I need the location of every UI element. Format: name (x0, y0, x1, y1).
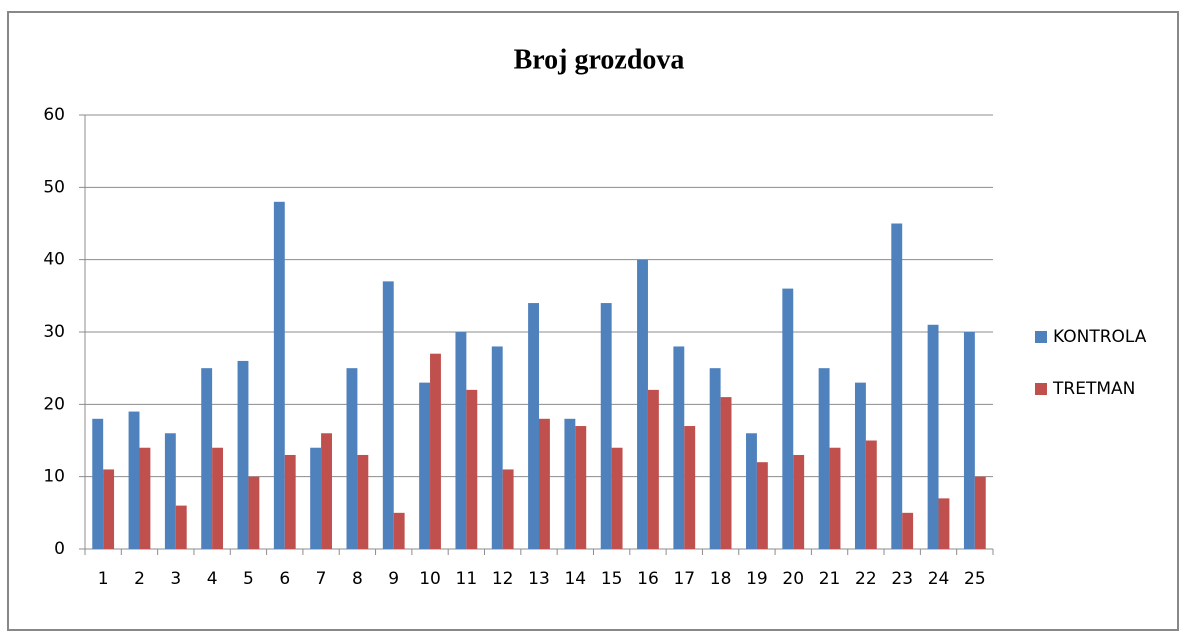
legend-swatch (1035, 331, 1047, 343)
bar (829, 447, 841, 549)
y-tick-label: 50 (43, 177, 65, 197)
bar (393, 512, 405, 549)
bar (575, 426, 587, 549)
bar (793, 454, 805, 549)
y-tick-label: 40 (43, 250, 65, 270)
x-tick-label: 1 (98, 569, 109, 589)
x-tick-label: 10 (419, 569, 441, 589)
x-tick-label: 25 (964, 569, 986, 589)
x-tick-label: 5 (243, 569, 254, 589)
y-tick-label: 0 (54, 539, 65, 559)
bar (284, 454, 296, 549)
bar (963, 332, 975, 549)
x-tick-label: 19 (746, 569, 768, 589)
bar (103, 469, 115, 549)
bar (539, 418, 550, 549)
bar (273, 201, 285, 550)
bar (248, 476, 260, 549)
legend-label: KONTROLA (1053, 327, 1147, 347)
bar (310, 447, 322, 549)
x-tick-label: 23 (891, 569, 913, 589)
legend-swatch (1035, 383, 1047, 395)
bar (502, 469, 514, 549)
x-tick-label: 12 (492, 569, 514, 589)
x-tick-label: 7 (316, 569, 327, 589)
bar (357, 454, 369, 549)
bar (611, 447, 623, 549)
bar (902, 512, 914, 549)
x-tick-label: 15 (601, 569, 623, 589)
bar (237, 360, 249, 549)
y-tick-label: 30 (43, 322, 65, 342)
bar (938, 498, 950, 549)
x-tick-label: 22 (855, 569, 877, 589)
y-tick-label: 10 (43, 467, 65, 487)
bar (891, 223, 903, 549)
bar (709, 368, 721, 549)
x-tick-label: 14 (564, 569, 586, 589)
bar (865, 440, 877, 549)
bar (212, 447, 224, 549)
bar (782, 288, 794, 549)
x-tick-label: 11 (456, 569, 478, 589)
bar (854, 382, 866, 549)
x-tick-label: 17 (673, 569, 695, 589)
bar (720, 397, 732, 549)
bar (564, 418, 576, 549)
x-tick-label: 24 (928, 569, 950, 589)
bar (139, 447, 151, 549)
bar (647, 389, 659, 549)
bar (419, 382, 431, 549)
bar (673, 346, 685, 549)
x-tick-label: 18 (710, 569, 732, 589)
bar (637, 259, 648, 549)
x-tick-label: 6 (279, 569, 290, 589)
x-tick-label: 21 (819, 569, 841, 589)
bar (974, 476, 986, 549)
bar (164, 433, 176, 549)
x-tick-label: 3 (170, 569, 181, 589)
legend-label: TRETMAN (1052, 379, 1135, 399)
bar (818, 368, 830, 549)
bar (528, 303, 539, 549)
bar (382, 281, 394, 549)
bar (746, 433, 757, 549)
bar (201, 368, 213, 549)
bar (466, 389, 478, 549)
bar (455, 332, 467, 549)
x-tick-label: 13 (528, 569, 550, 589)
x-tick-label: 8 (352, 569, 363, 589)
x-tick-label: 20 (782, 569, 804, 589)
chart-title: Broj grozdova (514, 44, 685, 75)
bar (600, 303, 612, 549)
x-tick-label: 9 (388, 569, 399, 589)
bar (927, 324, 939, 549)
bar (491, 346, 503, 549)
bar (756, 462, 768, 549)
bar (346, 368, 358, 549)
x-tick-label: 16 (637, 569, 659, 589)
y-tick-label: 60 (43, 105, 65, 125)
y-tick-label: 20 (43, 394, 65, 414)
bar (684, 426, 696, 549)
bar (128, 411, 140, 549)
bar (92, 418, 104, 549)
bar (175, 505, 187, 549)
x-tick-label: 2 (134, 569, 145, 589)
x-tick-label: 4 (207, 569, 218, 589)
bar (321, 433, 332, 549)
bar (430, 353, 441, 549)
